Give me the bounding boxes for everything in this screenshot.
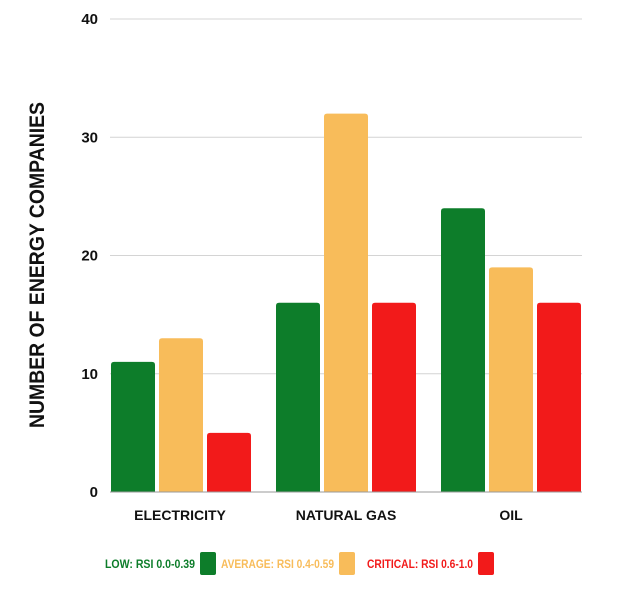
legend-swatch [339, 552, 355, 575]
legend: LOW: RSI 0.0-0.39 AVERAGE: RSI 0.4-0.59 CR… [105, 552, 494, 575]
y-tick-label: 30 [81, 129, 98, 146]
bar-electricity-critical [207, 432, 251, 492]
y-tick-label: 0 [90, 484, 98, 501]
bars [111, 113, 581, 492]
bar-electricity-low [111, 361, 155, 492]
bar-natural-gas-low [276, 302, 320, 492]
legend-label: CRITICAL: RSI 0.6-1.0 [367, 559, 473, 571]
bar-oil-critical [537, 302, 581, 492]
legend-label: LOW: RSI 0.0-0.39 [105, 559, 195, 571]
legend-swatch [200, 552, 216, 575]
y-axis-ticks: 0 10 20 30 40 [81, 11, 98, 501]
x-category-label: OIL [499, 507, 523, 523]
x-category-label: NATURAL GAS [296, 507, 397, 523]
x-category-label: ELECTRICITY [134, 507, 226, 523]
bar-natural-gas-critical [372, 302, 416, 492]
legend-label: AVERAGE: RSI 0.4-0.59 [221, 559, 334, 571]
bar-natural-gas-average [324, 113, 368, 492]
x-axis-labels: ELECTRICITY NATURAL GAS OIL [134, 507, 523, 523]
bar-oil-average [489, 267, 533, 492]
y-tick-label: 40 [81, 11, 98, 28]
bar-electricity-average [159, 338, 203, 492]
y-axis-title: NUMBER OF ENERGY COMPANIES [26, 102, 49, 428]
legend-swatch [478, 552, 494, 575]
y-tick-label: 20 [81, 248, 98, 265]
y-tick-label: 10 [81, 366, 98, 383]
bar-oil-low [441, 208, 485, 492]
